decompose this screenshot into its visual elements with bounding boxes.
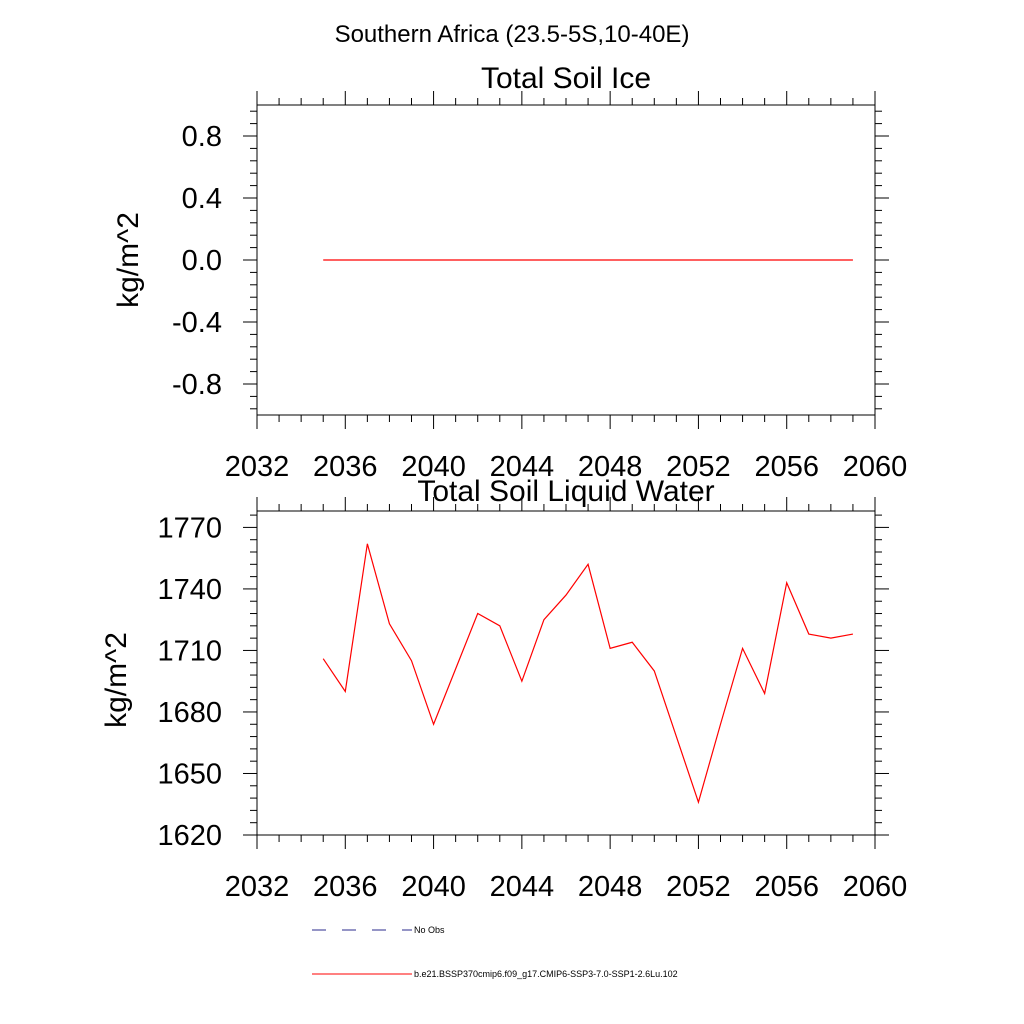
x-tick-label: 2040 xyxy=(401,871,466,903)
y-tick-label: 1680 xyxy=(157,697,222,729)
chart-title: Total Soil Liquid Water xyxy=(417,475,714,508)
x-tick-label: 2056 xyxy=(754,451,819,483)
figure-main-title: Southern Africa (23.5-5S,10-40E) xyxy=(335,21,690,48)
x-tick-label: 2052 xyxy=(666,451,731,483)
y-axis-label: kg/m^2 xyxy=(100,632,133,728)
legend: No Obs b.e21.BSSP370cmip6.f09_g17.CMIP6-… xyxy=(312,925,678,979)
x-tick-label: 2036 xyxy=(313,871,378,903)
x-tick-label: 2044 xyxy=(490,871,555,903)
y-tick-label: 1650 xyxy=(157,758,222,790)
x-tick-label: 2060 xyxy=(843,871,908,903)
y-tick-label: -0.4 xyxy=(172,307,222,339)
legend-label-model-run: b.e21.BSSP370cmip6.f09_g17.CMIP6-SSP3-7.… xyxy=(414,969,678,979)
chart-title: Total Soil Ice xyxy=(481,62,651,95)
series-line xyxy=(322,543,854,805)
chart-panel-total-soil-ice: Total Soil Ice 2032 2036 2040 2044 2048 2052 20… xyxy=(112,62,907,483)
x-tick-label: 2060 xyxy=(843,451,908,483)
x-tick-label: 2036 xyxy=(313,451,378,483)
y-tick-label: 1770 xyxy=(157,512,222,544)
plot-frame xyxy=(256,510,876,836)
x-tick-label: 2052 xyxy=(666,871,731,903)
y-tick-label: 1620 xyxy=(157,820,222,852)
x-tick-label: 2032 xyxy=(225,451,290,483)
y-axis-label: kg/m^2 xyxy=(112,212,145,308)
x-tick-label: 2032 xyxy=(225,871,290,903)
x-tick-label: 2044 xyxy=(490,451,555,483)
x-tick-label: 2056 xyxy=(754,871,819,903)
x-tick-label: 2040 xyxy=(401,451,466,483)
y-tick-label: 0.0 xyxy=(182,245,222,277)
chart-panel-total-soil-liquid-water: Total Soil Liquid Water 2032 2036 2040 2044 2… xyxy=(100,475,907,903)
y-tick-label: 0.8 xyxy=(182,121,222,153)
y-tick-label: 1710 xyxy=(157,635,222,667)
x-tick-label: 2048 xyxy=(578,871,643,903)
y-tick-label: -0.8 xyxy=(172,369,222,401)
legend-label-no-obs: No Obs xyxy=(414,925,445,935)
y-tick-label: 1740 xyxy=(157,574,222,606)
x-tick-label: 2048 xyxy=(578,451,643,483)
y-tick-label: 0.4 xyxy=(182,183,222,215)
